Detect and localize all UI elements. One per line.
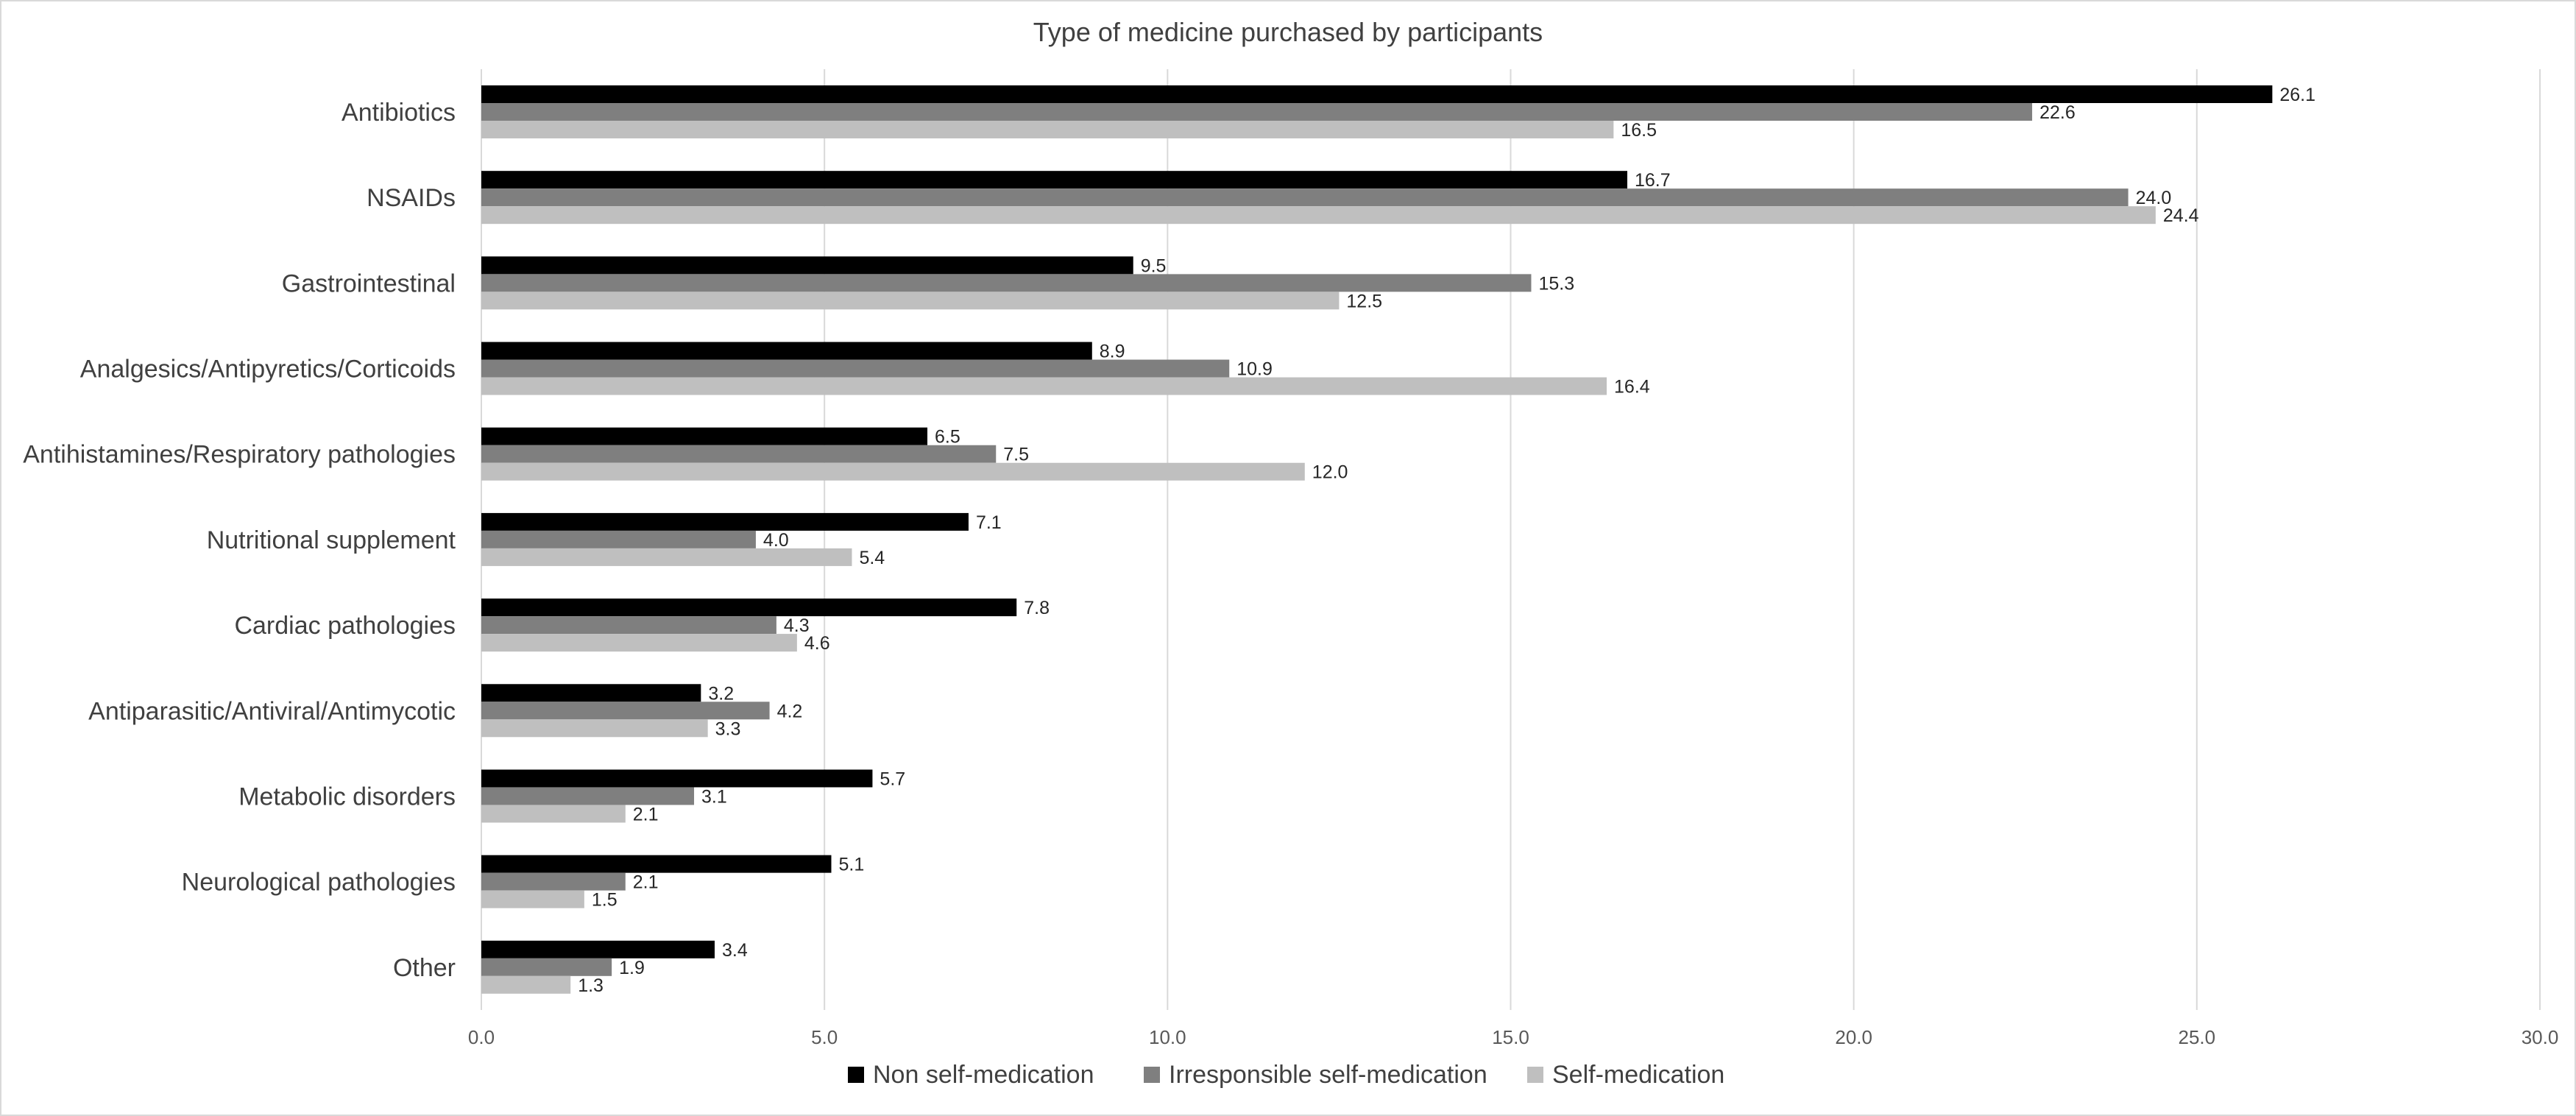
- bars: [481, 85, 2273, 994]
- bar: [481, 598, 1017, 617]
- data-label: 2.1: [633, 804, 659, 824]
- data-label: 3.1: [701, 786, 727, 807]
- bar: [481, 103, 2033, 121]
- data-label: 5.4: [859, 548, 885, 568]
- chart-title: Type of medicine purchased by participan…: [1033, 17, 1543, 47]
- data-label: 3.3: [715, 718, 741, 739]
- x-tick-label: 10.0: [1149, 1026, 1186, 1048]
- data-label: 6.5: [935, 427, 960, 448]
- bar: [481, 171, 1627, 189]
- bar: [481, 121, 1614, 138]
- data-label: 16.5: [1621, 120, 1657, 141]
- data-label: 3.4: [722, 940, 748, 961]
- legend-label: Self-medication: [1552, 1061, 1724, 1089]
- data-label: 9.5: [1141, 255, 1167, 276]
- data-label: 1.3: [578, 975, 604, 996]
- category-label: Gastrointestinal: [282, 269, 456, 297]
- category-label: Metabolic disorders: [238, 783, 456, 810]
- bar: [481, 85, 2273, 103]
- data-label: 5.1: [838, 855, 864, 875]
- data-label: 1.9: [619, 958, 645, 978]
- bar: [481, 292, 1340, 310]
- bar: [481, 427, 928, 445]
- category-label: Antibiotics: [342, 99, 456, 127]
- bar: [481, 719, 708, 738]
- category-label: NSAIDs: [367, 184, 456, 212]
- bar: [481, 206, 2156, 225]
- category-label: Analgesics/Antipyretics/Corticoids: [80, 356, 456, 384]
- category-label: Antihistamines/Respiratory pathologies: [23, 441, 456, 469]
- legend-swatch: [1144, 1067, 1160, 1083]
- x-tick-label: 5.0: [811, 1026, 838, 1048]
- bar: [481, 274, 1532, 292]
- data-label: 2.1: [633, 872, 659, 893]
- x-tick-label: 15.0: [1492, 1026, 1529, 1048]
- category-label: Cardiac pathologies: [234, 612, 456, 640]
- category-label: Antiparasitic/Antiviral/Antimycotic: [88, 697, 456, 725]
- category-label: Nutritional supplement: [207, 526, 456, 554]
- gridlines: [481, 69, 2541, 1010]
- data-label: 1.5: [592, 890, 618, 911]
- bar: [481, 702, 770, 720]
- bar: [481, 548, 852, 566]
- data-label: 4.3: [784, 615, 810, 636]
- data-label: 4.0: [763, 530, 789, 551]
- legend-swatch: [1527, 1067, 1543, 1083]
- x-axis-ticks: 0.0 5.0 10.0 15.0 20.0 25.0 30.0: [468, 1026, 2558, 1048]
- bar: [481, 377, 1607, 395]
- data-label: 8.9: [1100, 342, 1125, 362]
- bar: [481, 940, 715, 958]
- data-label: 4.2: [777, 701, 803, 721]
- data-label: 12.0: [1312, 462, 1348, 483]
- bar: [481, 805, 626, 823]
- bar: [481, 188, 2129, 207]
- data-label: 26.1: [2279, 85, 2315, 105]
- x-tick-label: 25.0: [2179, 1026, 2216, 1048]
- bar: [481, 684, 701, 702]
- bar: [481, 462, 1305, 481]
- bar: [481, 342, 1092, 360]
- data-label: 24.0: [2136, 188, 2172, 208]
- category-label: Neurological pathologies: [182, 869, 456, 897]
- data-label: 10.9: [1236, 359, 1273, 380]
- bar: [481, 787, 695, 805]
- legend-swatch: [848, 1067, 864, 1083]
- bar: [481, 855, 832, 873]
- bar: [481, 512, 969, 531]
- x-tick-label: 30.0: [2522, 1026, 2559, 1048]
- category-labels: Antibiotics NSAIDs Gastrointestinal Analges…: [23, 99, 456, 982]
- bar: [481, 975, 571, 994]
- data-label: 7.5: [1003, 445, 1029, 465]
- data-label: 22.6: [2039, 102, 2076, 123]
- data-label: 15.3: [1538, 273, 1574, 294]
- bar: [481, 769, 873, 788]
- legend-label: Non self-medication: [873, 1061, 1094, 1089]
- bar: [481, 958, 612, 976]
- bar: [481, 872, 626, 891]
- data-label: 7.1: [976, 512, 1002, 533]
- bar: [481, 359, 1230, 378]
- x-tick-label: 0.0: [468, 1026, 495, 1048]
- data-label: 3.2: [708, 683, 734, 704]
- bar: [481, 445, 997, 463]
- legend: Non self-medication Irresponsible self-me…: [848, 1061, 1724, 1089]
- data-label: 7.8: [1024, 598, 1050, 618]
- bar: [481, 890, 584, 908]
- data-labels: 26.1 22.6 16.5 16.7 24.024.4 9.5 15.3 12.5 8.9 10…: [578, 85, 2315, 996]
- bar: [481, 530, 756, 548]
- data-label: 4.6: [804, 633, 830, 654]
- bar: [481, 256, 1133, 275]
- bar: [481, 616, 776, 635]
- data-label: 16.4: [1614, 377, 1650, 398]
- bar: [481, 634, 797, 652]
- data-label: 24.4: [2163, 205, 2199, 226]
- data-label: 16.7: [1635, 170, 1671, 191]
- data-label: 12.5: [1346, 291, 1382, 311]
- x-tick-label: 20.0: [1835, 1026, 1872, 1048]
- data-label: 5.7: [880, 769, 905, 789]
- legend-label: Irresponsible self-medication: [1169, 1061, 1487, 1089]
- category-label: Other: [393, 954, 456, 982]
